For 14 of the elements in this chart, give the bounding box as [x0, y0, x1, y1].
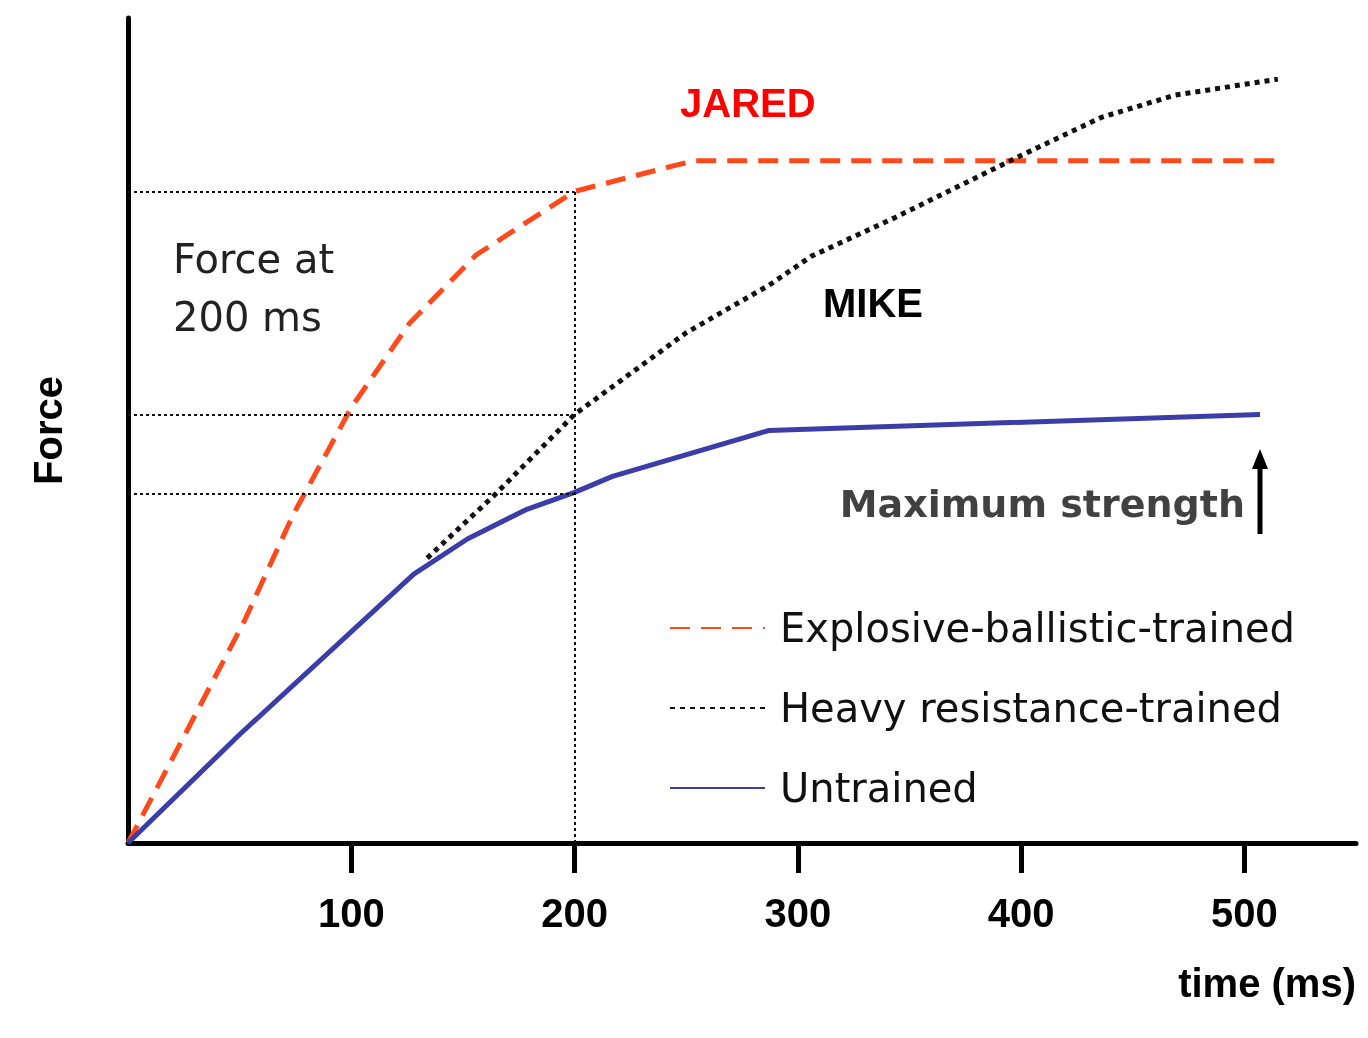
- annotation: MIKE: [823, 281, 923, 325]
- legend-label: Untrained: [780, 765, 978, 811]
- x-axis-title: time (ms): [1178, 961, 1356, 1005]
- annotation: Force at 200 ms: [173, 236, 347, 340]
- x-tick-label: 500: [1210, 891, 1278, 935]
- legend-label: Explosive-ballistic-trained: [780, 605, 1295, 651]
- annotation: Maximum strength: [839, 482, 1245, 527]
- x-tick-label: 200: [541, 891, 608, 935]
- x-tick-label: 400: [987, 891, 1055, 935]
- x-tick-label: 300: [764, 891, 832, 935]
- legend-label: Heavy resistance-trained: [780, 685, 1282, 731]
- annotation: JARED: [680, 81, 816, 125]
- y-axis-title: Force: [26, 376, 70, 485]
- x-tick-label: 100: [317, 891, 385, 935]
